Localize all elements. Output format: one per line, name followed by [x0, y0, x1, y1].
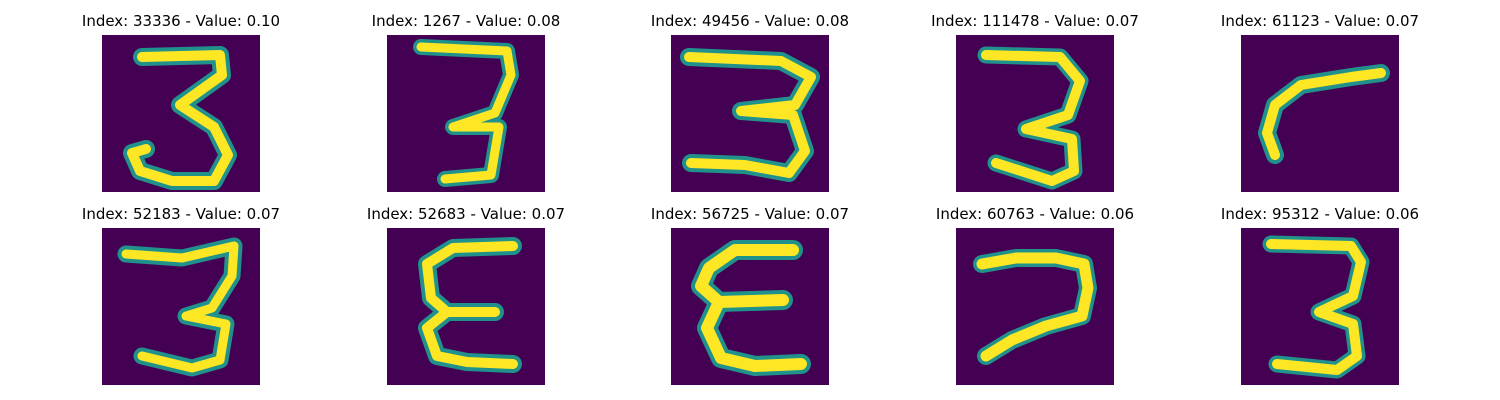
panel-title: Index: 52183 - Value: 0.07 [81, 205, 281, 223]
panel-title: Index: 1267 - Value: 0.08 [371, 12, 561, 30]
panel-title: Index: 56725 - Value: 0.07 [650, 205, 850, 223]
digit-image [671, 228, 829, 385]
panel-title: Index: 60763 - Value: 0.06 [935, 205, 1135, 223]
digit-image [102, 35, 260, 192]
digit-image [387, 228, 545, 385]
panel-title: Index: 61123 - Value: 0.07 [1220, 12, 1420, 30]
digit-image [956, 35, 1114, 192]
panel-title: Index: 95312 - Value: 0.06 [1220, 205, 1420, 223]
panel-title: Index: 111478 - Value: 0.07 [931, 12, 1139, 30]
digit-image [387, 35, 545, 192]
digit-image [1241, 35, 1399, 192]
panel-title: Index: 52683 - Value: 0.07 [366, 205, 566, 223]
digit-image [102, 228, 260, 385]
digit-image [671, 35, 829, 192]
digit-image [956, 228, 1114, 385]
digit-image [1241, 228, 1399, 385]
panel-title: Index: 33336 - Value: 0.10 [81, 12, 281, 30]
panel-title: Index: 49456 - Value: 0.08 [650, 12, 850, 30]
